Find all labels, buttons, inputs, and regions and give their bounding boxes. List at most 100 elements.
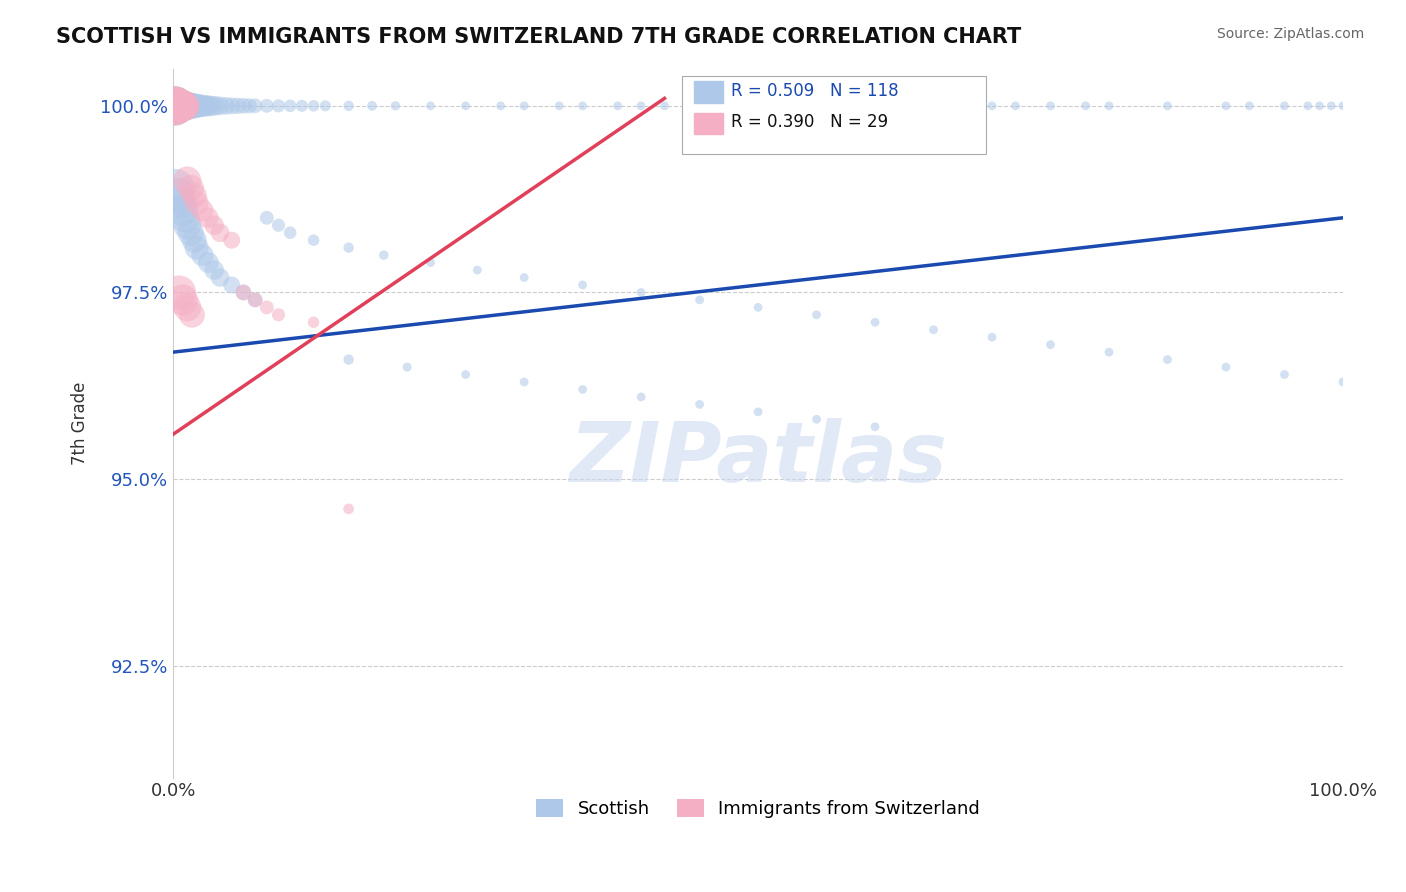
Point [167,285,190,300]
Point [173,99,195,113]
Point [202,263,225,277]
Point [187,99,209,113]
Point [267,308,290,322]
Point [1274,99,1296,113]
Point [163,99,186,113]
Bar [693,81,723,103]
Point [191,203,214,218]
Point [186,241,208,255]
Point [208,99,231,113]
Point [191,248,214,262]
Point [170,99,193,113]
Point [1098,345,1121,359]
Point [208,226,231,240]
Point [232,285,254,300]
Point [243,293,266,307]
Point [981,330,1004,344]
Point [174,211,197,225]
Point [513,375,536,389]
Point [337,241,360,255]
Point [202,219,225,233]
Point [314,99,336,113]
Point [174,99,197,113]
Point [747,405,769,419]
Point [166,99,188,113]
Point [179,99,201,113]
Point [232,99,254,113]
Point [1098,99,1121,113]
Point [1331,375,1354,389]
Point [747,301,769,315]
Point [221,277,243,292]
Point [221,99,243,113]
Point [208,270,231,285]
Point [689,99,711,113]
Point [278,226,301,240]
Point [1215,360,1237,375]
Point [176,173,198,187]
Point [1156,352,1178,367]
Point [337,501,360,516]
Point [724,99,747,113]
Point [183,233,205,247]
Text: SCOTTISH VS IMMIGRANTS FROM SWITZERLAND 7TH GRADE CORRELATION CHART: SCOTTISH VS IMMIGRANTS FROM SWITZERLAND … [56,27,1022,46]
Point [194,99,217,113]
Point [630,99,652,113]
Point [1039,99,1062,113]
Point [167,99,190,113]
Point [1274,368,1296,382]
Point [1239,99,1261,113]
Point [606,99,628,113]
Point [183,188,205,202]
Point [167,99,190,113]
Point [1331,99,1354,113]
Point [863,99,886,113]
Point [166,99,188,113]
Point [238,99,260,113]
Point [278,99,301,113]
Point [169,99,191,113]
Point [256,211,278,225]
Point [302,315,325,329]
Point [302,99,325,113]
Point [172,99,194,113]
Point [454,368,477,382]
Point [981,99,1004,113]
Point [165,99,187,113]
Point [1309,99,1331,113]
Point [170,99,193,113]
Point [243,99,266,113]
Point [922,323,945,337]
Point [806,99,828,113]
Point [454,99,477,113]
Point [169,99,191,113]
Point [163,99,186,113]
Text: R = 0.390   N = 29: R = 0.390 N = 29 [731,113,889,131]
Point [863,419,886,434]
Point [180,226,202,240]
Point [267,219,290,233]
Point [630,390,652,404]
Point [201,99,224,113]
Point [513,270,536,285]
Point [489,99,512,113]
Point [571,383,593,397]
Bar [693,113,723,135]
Point [172,99,194,113]
Point [191,99,214,113]
Point [513,99,536,113]
Point [654,99,676,113]
Point [337,99,360,113]
Point [419,99,441,113]
Point [267,99,290,113]
Point [302,233,325,247]
Legend: Scottish, Immigrants from Switzerland: Scottish, Immigrants from Switzerland [529,791,987,825]
Point [841,99,863,113]
Point [165,99,187,113]
Point [1296,99,1319,113]
Point [1156,99,1178,113]
Point [169,195,191,210]
Point [181,99,204,113]
Point [197,99,219,113]
Point [197,211,219,225]
